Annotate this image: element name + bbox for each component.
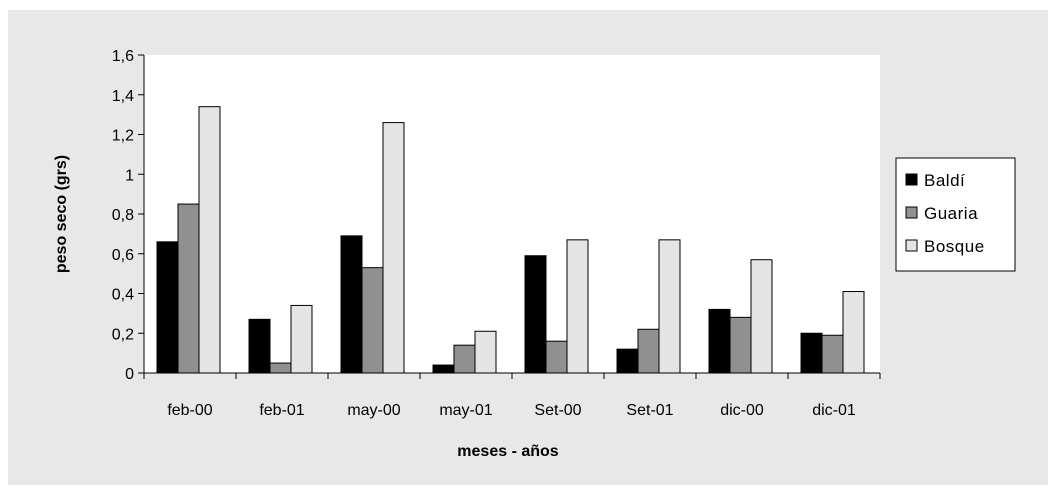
bar-guaria-dic-00 <box>729 316 752 374</box>
bar-baldí-feb-00 <box>156 241 179 374</box>
x-axis-title: meses - años <box>457 443 558 460</box>
y-tick-label: 0,8 <box>112 207 134 224</box>
bar-baldí-set-00 <box>524 255 547 374</box>
x-tick-label: Set-00 <box>534 402 581 419</box>
x-tick-label: feb-00 <box>167 402 212 419</box>
legend-label-baldí: Baldí <box>924 171 965 190</box>
bar-guaria-set-01 <box>637 328 660 374</box>
bars-group <box>156 106 865 374</box>
y-tick-label: 0,2 <box>112 326 134 343</box>
y-tick-label: 0,6 <box>112 247 134 264</box>
bar-baldí-set-01 <box>616 348 639 374</box>
y-axis-title: peso seco (grs) <box>53 155 70 273</box>
bar-baldí-may-00 <box>340 235 363 374</box>
x-tick-label: Set-01 <box>626 402 673 419</box>
legend-label-guaria: Guaria <box>924 204 978 223</box>
bar-guaria-feb-00 <box>177 203 200 374</box>
bar-bosque-may-00 <box>382 122 405 374</box>
bar-bosque-feb-00 <box>198 106 221 374</box>
y-tick-label: 0 <box>125 366 134 383</box>
bar-bosque-may-01 <box>474 330 497 374</box>
bar-baldí-may-01 <box>432 364 455 374</box>
x-tick-label: feb-01 <box>259 402 304 419</box>
legend-swatch-bosque <box>905 239 918 252</box>
bar-guaria-may-00 <box>361 267 384 374</box>
bar-bosque-dic-01 <box>842 291 865 374</box>
bar-bosque-set-00 <box>566 239 589 374</box>
bar-guaria-feb-01 <box>269 362 292 374</box>
y-tick-label: 1,2 <box>112 128 134 145</box>
y-tick-label: 1 <box>125 167 134 184</box>
y-tick-label: 1,4 <box>112 88 134 105</box>
x-tick-label: may-01 <box>439 402 492 419</box>
bar-bosque-dic-00 <box>750 259 773 374</box>
bar-guaria-dic-01 <box>821 334 844 374</box>
bar-bosque-feb-01 <box>290 304 313 374</box>
chart-frame: 0 0,2 0,4 0,6 0,8 1 1,2 1,4 1,6 feb-00 feb-01 may-… <box>8 10 1048 485</box>
x-tick-label: dic-00 <box>720 402 764 419</box>
legend: Baldí Guaria Bosque <box>895 157 1016 272</box>
legend-swatch-guaria <box>905 206 918 219</box>
legend-items: Baldí Guaria Bosque <box>905 171 985 256</box>
bar-bosque-set-01 <box>658 239 681 374</box>
bar-guaria-may-01 <box>453 344 476 374</box>
y-tick-label: 1,6 <box>112 48 134 65</box>
legend-label-bosque: Bosque <box>924 237 985 256</box>
bar-chart: 0 0,2 0,4 0,6 0,8 1 1,2 1,4 1,6 feb-00 feb-01 may-… <box>53 48 1016 460</box>
bar-baldí-dic-01 <box>800 332 823 374</box>
x-tick-label: dic-01 <box>812 402 856 419</box>
legend-swatch-baldí <box>905 173 918 186</box>
y-tick-label: 0,4 <box>112 287 134 304</box>
bar-guaria-set-00 <box>545 340 568 374</box>
y-ticks-group: 0 0,2 0,4 0,6 0,8 1 1,2 1,4 1,6 <box>112 48 144 383</box>
x-tick-label: may-00 <box>347 402 400 419</box>
bar-baldí-feb-01 <box>248 318 271 374</box>
x-ticks-group: feb-00 feb-01 may-00 may-01 Set-00 Set-01 dic-… <box>143 373 881 419</box>
bar-baldí-dic-00 <box>708 308 731 374</box>
